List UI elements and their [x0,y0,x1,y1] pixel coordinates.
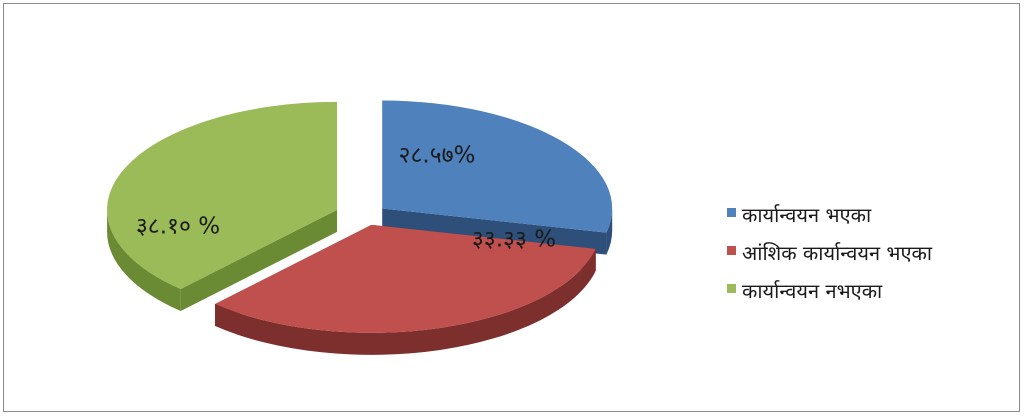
pie-slice-partially-implemented [215,224,596,355]
legend-label-implemented: कार्यान्वयन भएका [742,202,872,227]
legend-item-not-implemented: कार्यान्वयन नभएका [727,271,932,309]
data-label-implemented: २८.५७% [398,143,475,169]
legend-label-partially-implemented: आंशिक कार्यान्वयन भएका [742,240,933,265]
legend-swatch-partially-implemented [727,245,736,255]
legend-item-implemented: कार्यान्वयन भएका [727,195,932,233]
pie-slice-not-implemented [107,101,338,312]
pie-data-labels: २८.५७% ३३.३३ % ३८.१० % [136,143,556,253]
legend-label-not-implemented: कार्यान्वयन नभएका [742,278,883,303]
pie-slices [107,100,613,355]
chart-legend: कार्यान्वयन भएका आंशिक कार्यान्वयन भएका … [727,195,932,309]
legend-swatch-implemented [727,207,736,217]
legend-item-partially-implemented: आंशिक कार्यान्वयन भएका [727,233,932,271]
data-label-partially-implemented: ३३.३३ % [472,227,556,253]
legend-swatch-not-implemented [727,283,736,293]
pie-slice-implemented [382,100,613,255]
data-label-not-implemented: ३८.१० % [136,214,220,240]
